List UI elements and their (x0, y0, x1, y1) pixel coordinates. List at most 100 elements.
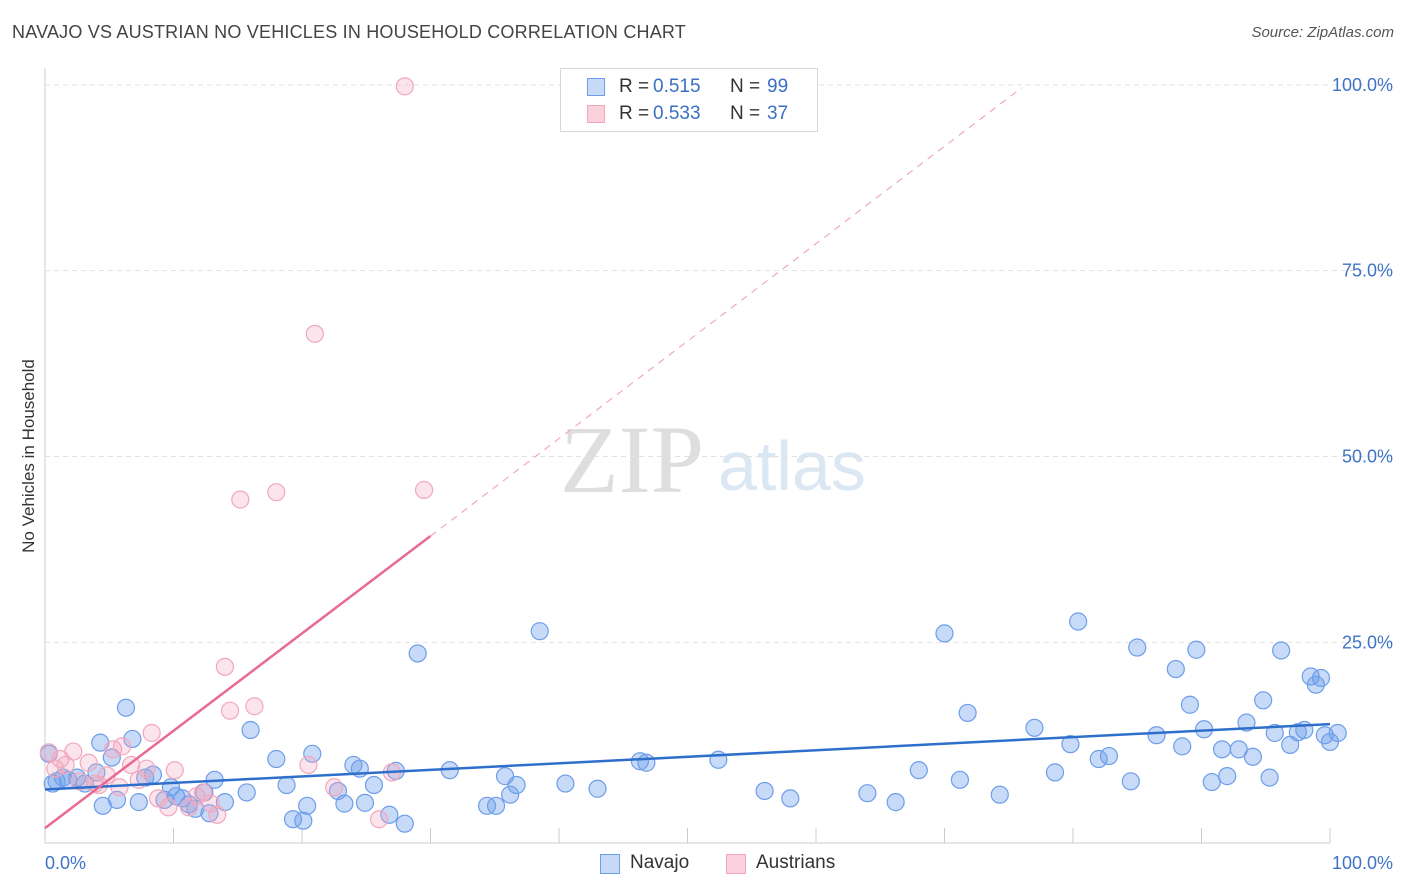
y-tick-label: 25.0% (1342, 632, 1393, 652)
navajo-point (1218, 767, 1237, 786)
austrians-point (245, 697, 264, 716)
austrians-legend-label: Austrians (756, 852, 836, 873)
austrians-point (215, 657, 234, 676)
navajo-point (530, 622, 549, 641)
navajo-point (380, 805, 399, 824)
navajo-swatch (587, 78, 605, 96)
axes (44, 68, 1331, 844)
navajo-point (1243, 747, 1263, 766)
austrians-points (39, 77, 434, 829)
austrians-point (79, 753, 98, 772)
navajo-point (1061, 735, 1080, 754)
austrians-point (201, 794, 220, 813)
navajo-point (507, 775, 526, 795)
navajo-point (958, 703, 977, 723)
y-axis-label: No Vehicles in Household (19, 359, 38, 553)
austrians-point (46, 759, 65, 778)
navajo-point (395, 814, 414, 833)
navajo-point (1265, 723, 1284, 743)
y-tick-label: 50.0% (1342, 447, 1393, 467)
austrians-trendline (44, 535, 432, 830)
navajo-n-value: 99 (767, 76, 789, 97)
navajo-point (630, 752, 650, 771)
navajo-point (129, 793, 148, 812)
navajo-point (123, 729, 142, 749)
chart-source: Source: ZipAtlas.com (1251, 24, 1394, 41)
austrians-point (208, 805, 227, 824)
navajo-point (1187, 640, 1206, 659)
austrians-point (110, 778, 129, 797)
navajo-point (116, 698, 136, 717)
navajo-point (486, 796, 506, 815)
austrians-point (142, 723, 161, 743)
austrians-point (414, 480, 434, 500)
r-label: R = (619, 103, 650, 124)
austrians-point (299, 755, 318, 775)
navajo-point (1089, 749, 1108, 769)
navajo-point (355, 793, 375, 812)
navajo-point (909, 761, 928, 780)
navajo-point (1311, 668, 1331, 688)
watermark-zip: ZIP (560, 406, 704, 513)
n-label: N = (730, 76, 761, 97)
navajo-point (501, 785, 520, 804)
stats-legend: R = 0.515 N = 99 R = 0.533 N = 37 (560, 68, 818, 132)
navajo-point (1260, 768, 1279, 787)
navajo-point (886, 793, 905, 812)
y-tick-label: 100.0% (1332, 75, 1393, 95)
austrians-point (395, 77, 414, 96)
navajo-point (755, 781, 774, 801)
navajo-point (990, 785, 1009, 804)
navajo-point (556, 774, 575, 793)
austrians-point (325, 778, 344, 797)
navajo-point (588, 779, 607, 798)
navajo-trendline (44, 722, 1331, 791)
austrians-point (305, 324, 324, 343)
navajo-point (298, 796, 317, 815)
austrians-point (370, 810, 389, 829)
austrians-point (159, 798, 178, 817)
navajo-point (637, 753, 656, 772)
x-tick-labels: 0.0% 100.0% (45, 853, 1393, 873)
y-tick-label: 75.0% (1342, 261, 1393, 281)
navajo-point (1173, 737, 1192, 756)
grid-lines (45, 84, 1395, 643)
navajo-point (408, 644, 427, 663)
navajo-point (1099, 746, 1119, 766)
austrians-r-value: 0.533 (653, 103, 701, 124)
austrians-point (267, 483, 286, 502)
x-tick-label-max: 100.0% (1332, 853, 1393, 873)
navajo-point (1121, 772, 1140, 791)
navajo-point (1328, 723, 1347, 743)
navajo-point (294, 811, 313, 830)
navajo-legend-swatch (600, 854, 620, 874)
austrians-point (137, 759, 156, 778)
austrians-point (165, 761, 184, 780)
y-tick-labels: 25.0% 50.0% 75.0% 100.0% (1332, 75, 1393, 652)
austrians-point (70, 772, 89, 791)
watermark: ZIP atlas (560, 406, 866, 513)
navajo-point (241, 720, 260, 740)
navajo-point (200, 804, 219, 823)
austrians-trendline-extension (430, 87, 1022, 537)
navajo-point (277, 775, 296, 795)
x-tick-label-min: 0.0% (45, 853, 86, 873)
trend-lines (44, 87, 1331, 830)
navajo-point (935, 624, 954, 643)
navajo-point (1166, 659, 1185, 679)
navajo-point (858, 784, 877, 803)
navajo-point (1272, 641, 1291, 660)
austrians-point (64, 742, 83, 761)
navajo-points (39, 612, 1347, 833)
austrians-point (220, 701, 240, 720)
chart-title: NAVAJO VS AUSTRIAN NO VEHICLES IN HOUSEH… (12, 22, 686, 42)
navajo-point (1045, 763, 1065, 782)
austrians-n-value: 37 (767, 103, 789, 124)
navajo-point (237, 783, 256, 802)
navajo-point (1147, 726, 1166, 745)
n-label: N = (730, 103, 761, 124)
navajo-legend-label: Navajo (630, 852, 690, 873)
navajo-point (1229, 740, 1248, 759)
navajo-point (1180, 695, 1200, 714)
